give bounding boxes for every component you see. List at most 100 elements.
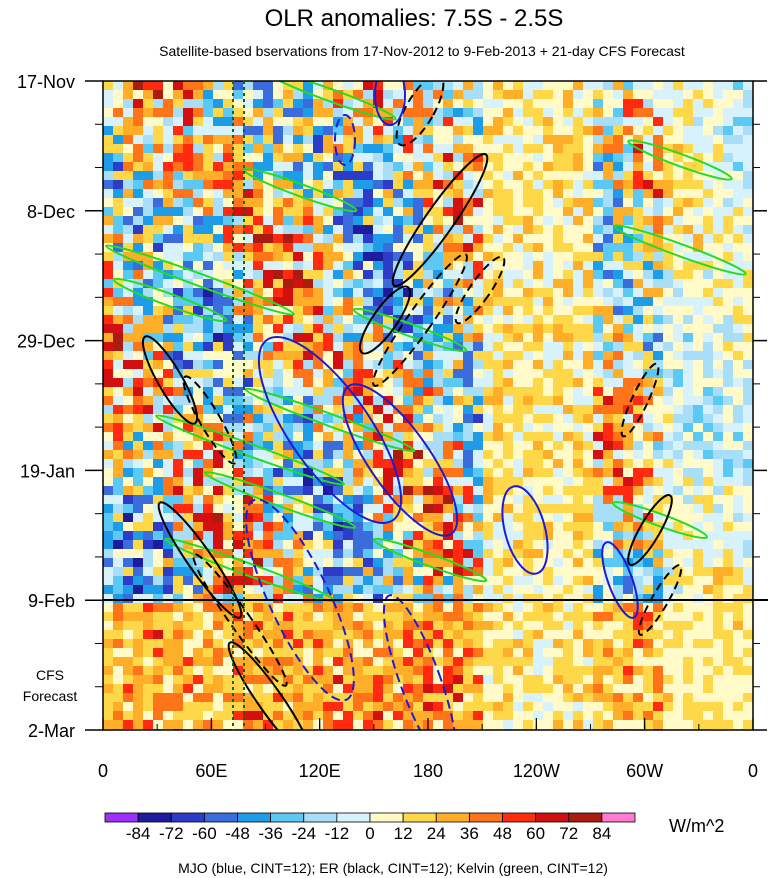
olr-cell	[463, 468, 474, 478]
olr-cell	[253, 459, 264, 469]
olr-cell	[203, 81, 214, 91]
olr-cell	[553, 270, 564, 280]
olr-cell	[253, 675, 264, 685]
olr-cell	[613, 477, 624, 487]
olr-cell	[653, 342, 664, 352]
olr-cell	[603, 522, 614, 532]
olr-cell	[183, 369, 194, 379]
olr-cell	[413, 279, 424, 289]
olr-cell	[403, 162, 414, 172]
olr-cell	[203, 252, 214, 262]
olr-cell	[593, 324, 604, 334]
olr-cell	[453, 522, 464, 532]
olr-cell	[693, 162, 704, 172]
olr-cell	[323, 423, 334, 433]
olr-cell	[113, 297, 124, 307]
x-tick-label: 60E	[195, 761, 227, 781]
olr-cell	[103, 567, 114, 577]
olr-cell	[433, 468, 444, 478]
olr-cell	[313, 459, 324, 469]
olr-cell	[203, 423, 214, 433]
colorbar-label: 60	[526, 824, 545, 843]
olr-cell	[363, 432, 374, 442]
olr-cell	[143, 333, 154, 343]
olr-cell	[333, 234, 344, 244]
olr-cell	[213, 405, 224, 415]
olr-cell	[423, 405, 434, 415]
olr-cell	[143, 369, 154, 379]
olr-cell	[563, 261, 574, 271]
olr-cell	[203, 720, 214, 730]
olr-cell	[563, 387, 574, 397]
olr-cell	[643, 576, 654, 586]
olr-cell	[733, 387, 744, 397]
olr-cell	[733, 108, 744, 118]
olr-cell	[243, 180, 254, 190]
olr-cell	[643, 567, 654, 577]
olr-cell	[553, 540, 564, 550]
olr-cell	[423, 522, 434, 532]
olr-cell	[163, 666, 174, 676]
olr-cell	[323, 531, 334, 541]
olr-cell	[513, 666, 524, 676]
olr-cell	[643, 270, 654, 280]
olr-cell	[593, 540, 604, 550]
olr-cell	[733, 162, 744, 172]
olr-cell	[283, 288, 294, 298]
olr-cell	[233, 504, 244, 514]
olr-cell	[613, 369, 624, 379]
olr-cell	[423, 567, 434, 577]
olr-cell	[423, 711, 434, 721]
olr-cell	[593, 549, 604, 559]
olr-cell	[103, 252, 114, 262]
olr-cell	[233, 603, 244, 613]
olr-cell	[273, 558, 284, 568]
olr-cell	[253, 693, 264, 703]
olr-cell	[443, 558, 454, 568]
olr-cell	[723, 108, 734, 118]
olr-cell	[623, 675, 634, 685]
olr-cell	[273, 387, 284, 397]
olr-cell	[623, 297, 634, 307]
olr-cell	[473, 351, 484, 361]
olr-cell	[503, 405, 514, 415]
olr-cell	[723, 153, 734, 163]
olr-cell	[543, 279, 554, 289]
olr-cell	[343, 243, 354, 253]
olr-cell	[563, 684, 574, 694]
olr-cell	[363, 657, 374, 667]
olr-cell	[613, 432, 624, 442]
olr-cell	[743, 261, 753, 271]
olr-cell	[503, 459, 514, 469]
olr-cell	[593, 567, 604, 577]
olr-cell	[743, 531, 753, 541]
olr-cell	[503, 423, 514, 433]
olr-cell	[213, 306, 224, 316]
olr-cell	[103, 99, 114, 109]
olr-cell	[573, 711, 584, 721]
olr-cell	[213, 207, 224, 217]
olr-cell	[193, 261, 204, 271]
olr-cell	[623, 261, 634, 271]
olr-cell	[343, 315, 354, 325]
olr-cell	[673, 576, 684, 586]
olr-cell	[683, 720, 694, 730]
olr-cell	[183, 666, 194, 676]
olr-cell	[213, 612, 224, 622]
olr-cell	[183, 342, 194, 352]
olr-cell	[333, 162, 344, 172]
olr-cell	[303, 630, 314, 640]
olr-cell	[673, 180, 684, 190]
olr-cell	[143, 126, 154, 136]
olr-cell	[683, 243, 694, 253]
olr-cell	[553, 90, 564, 100]
olr-cell	[183, 585, 194, 595]
olr-cell	[413, 387, 424, 397]
olr-cell	[653, 585, 664, 595]
olr-cell	[493, 270, 504, 280]
olr-cell	[393, 306, 404, 316]
olr-cell	[193, 441, 204, 451]
olr-cell	[363, 720, 374, 730]
olr-cell	[313, 621, 324, 631]
olr-cell	[323, 360, 334, 370]
